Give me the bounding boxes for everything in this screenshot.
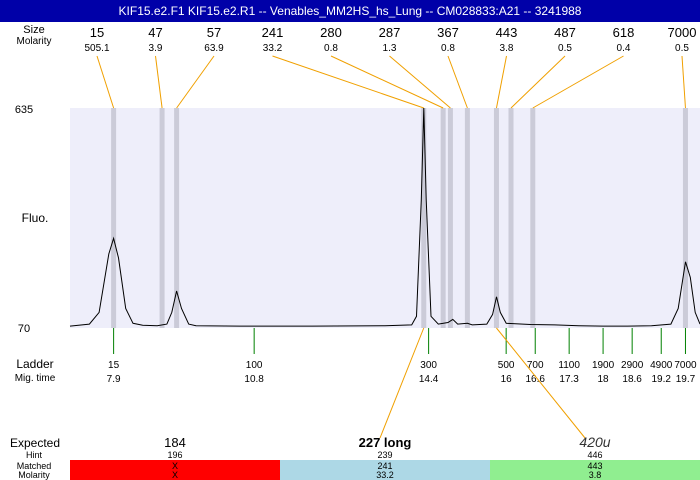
peak-band bbox=[493, 108, 499, 328]
peak-size-label: 15 bbox=[90, 25, 104, 40]
y-tick-label: 635 bbox=[15, 104, 33, 116]
peak-size-label: 7000 bbox=[668, 25, 697, 40]
peak-band bbox=[464, 108, 470, 328]
ladder-size-label: 1900 bbox=[592, 360, 615, 371]
expected-connector bbox=[496, 327, 586, 439]
ladder-size-label: 7000 bbox=[674, 360, 697, 371]
peak-connector bbox=[532, 55, 624, 109]
molarity-row-label: Molarity bbox=[16, 36, 51, 47]
mig-time-row-label: Mig. time bbox=[15, 373, 56, 384]
peak-connector bbox=[96, 55, 115, 109]
peak-band bbox=[159, 108, 165, 328]
peak-molarity-label: 63.9 bbox=[204, 43, 224, 54]
ladder-time-label: 17.3 bbox=[559, 374, 579, 385]
ladder-row-label: Ladder bbox=[16, 357, 53, 371]
ladder-size-label: 100 bbox=[246, 360, 263, 371]
peak-size-label: 241 bbox=[262, 25, 284, 40]
peak-connector bbox=[447, 55, 468, 109]
peak-band bbox=[174, 108, 180, 328]
ladder-size-label: 700 bbox=[527, 360, 544, 371]
peak-molarity-label: 505.1 bbox=[84, 43, 109, 54]
peak-molarity-label: 0.8 bbox=[441, 43, 455, 54]
matched-value: 241 bbox=[377, 461, 392, 471]
peak-size-label: 57 bbox=[207, 25, 221, 40]
matched-molarity-value: X bbox=[172, 470, 178, 480]
peak-connector bbox=[155, 55, 163, 109]
peak-size-label: 487 bbox=[554, 25, 576, 40]
peak-size-label: 618 bbox=[613, 25, 635, 40]
matched-row-label: Matched bbox=[17, 461, 52, 471]
hint-row-label: Hint bbox=[26, 450, 43, 460]
expected-molarity-row-label: Molarity bbox=[18, 470, 50, 480]
expected-row-label: Expected bbox=[10, 436, 60, 450]
peak-band bbox=[682, 108, 688, 328]
peak-size-label: 47 bbox=[148, 25, 162, 40]
peak-molarity-label: 0.8 bbox=[324, 43, 338, 54]
ladder-size-label: 1100 bbox=[558, 360, 580, 371]
peak-connector bbox=[510, 55, 566, 109]
ladder-size-label: 300 bbox=[420, 360, 437, 371]
peak-band bbox=[508, 108, 514, 328]
peak-molarity-label: 33.2 bbox=[263, 43, 283, 54]
y-tick-label: 70 bbox=[18, 323, 30, 335]
peak-band bbox=[421, 108, 427, 328]
expected-connector bbox=[379, 327, 425, 439]
ladder-size-label: 15 bbox=[108, 360, 120, 371]
fluorescence-trace bbox=[69, 107, 700, 327]
peak-size-label: 367 bbox=[437, 25, 459, 40]
peak-connector bbox=[389, 55, 451, 109]
expected-product-label: 184 bbox=[164, 435, 186, 450]
ladder-time-label: 16.6 bbox=[525, 374, 545, 385]
ladder-time-label: 14.4 bbox=[419, 374, 439, 385]
match-bar bbox=[70, 460, 280, 480]
hint-value: 196 bbox=[167, 450, 182, 460]
peak-band bbox=[530, 108, 536, 328]
peak-connector bbox=[272, 55, 424, 109]
ladder-size-label: 2900 bbox=[621, 360, 644, 371]
peak-molarity-label: 3.8 bbox=[500, 43, 514, 54]
peak-molarity-label: 0.4 bbox=[617, 43, 631, 54]
matched-value: X bbox=[172, 461, 178, 471]
ladder-size-label: 500 bbox=[498, 360, 515, 371]
ladder-time-label: 19.7 bbox=[676, 374, 696, 385]
peak-size-label: 443 bbox=[496, 25, 518, 40]
peak-size-label: 280 bbox=[320, 25, 342, 40]
matched-molarity-value: 3.8 bbox=[589, 470, 602, 480]
ladder-time-label: 18 bbox=[598, 374, 610, 385]
expected-product-label: 420u bbox=[579, 434, 610, 450]
peak-connector bbox=[495, 55, 507, 109]
peak-connector bbox=[681, 55, 686, 109]
y-axis-label: Fluo. bbox=[22, 211, 49, 225]
match-bar bbox=[490, 460, 700, 480]
peak-band bbox=[447, 108, 453, 328]
hint-value: 446 bbox=[587, 450, 602, 460]
peak-molarity-label: 3.9 bbox=[149, 43, 163, 54]
peak-size-label: 287 bbox=[379, 25, 401, 40]
ladder-size-label: 4900 bbox=[650, 360, 673, 371]
ladder-time-label: 10.8 bbox=[244, 374, 264, 385]
matched-value: 443 bbox=[587, 461, 602, 471]
window-title: KIF15.e2.F1 KIF15.e2.R1 -- Venables_MM2H… bbox=[0, 0, 700, 22]
ladder-time-label: 7.9 bbox=[107, 374, 121, 385]
peak-connector bbox=[330, 55, 444, 109]
match-bar bbox=[280, 460, 490, 480]
peak-molarity-label: 0.5 bbox=[675, 43, 689, 54]
peak-molarity-label: 1.3 bbox=[383, 43, 397, 54]
peak-band bbox=[111, 108, 117, 328]
size-row-label: Size bbox=[23, 24, 44, 36]
ladder-time-label: 16 bbox=[501, 374, 513, 385]
expected-product-label: 227 long bbox=[359, 435, 412, 450]
peak-band bbox=[440, 108, 446, 328]
ladder-time-label: 19.2 bbox=[651, 374, 671, 385]
matched-molarity-value: 33.2 bbox=[376, 470, 394, 480]
ladder-time-label: 18.6 bbox=[622, 374, 642, 385]
peak-connector bbox=[176, 55, 215, 109]
hint-value: 239 bbox=[377, 450, 392, 460]
peak-molarity-label: 0.5 bbox=[558, 43, 572, 54]
